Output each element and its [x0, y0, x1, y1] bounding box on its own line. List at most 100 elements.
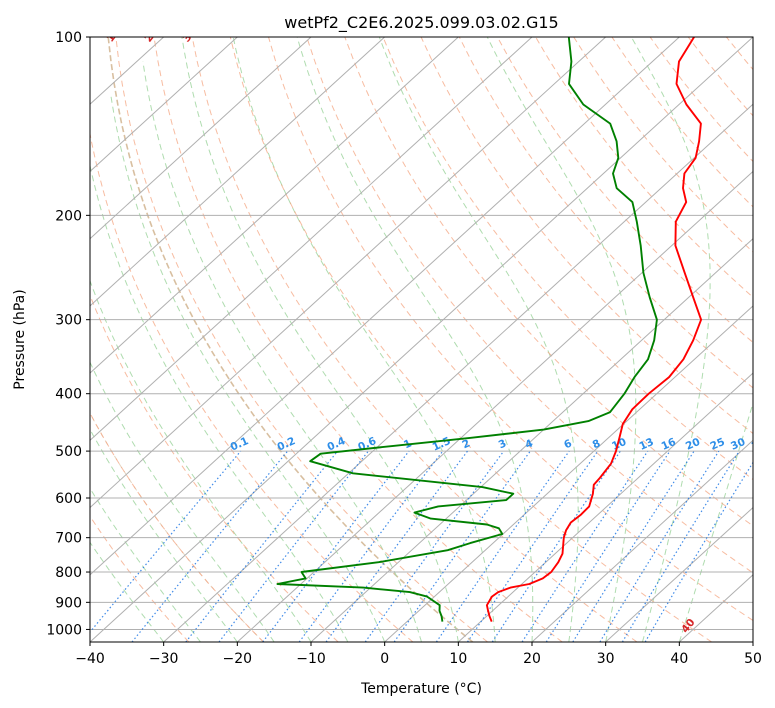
- sounding-profiles: [276, 37, 703, 622]
- moist-adiabat-line: [232, 37, 496, 642]
- mixing-ratio-label: 10: [610, 436, 628, 453]
- isotherm-line: [90, 37, 680, 576]
- x-tick-label: 50: [744, 651, 762, 667]
- mixing-ratio-label: 25: [708, 436, 726, 453]
- y-tick-label: 100: [55, 30, 82, 46]
- mixing-ratio-label: 16: [660, 436, 678, 453]
- x-tick-label: −20: [223, 651, 253, 667]
- mixing-ratio-line: [521, 450, 649, 642]
- mixing-ratio-label: 36: [750, 436, 768, 453]
- mixing-ratio-line: [185, 450, 339, 642]
- x-tick-label: 30: [597, 651, 615, 667]
- chart-title: wetPf2_C2E6.2025.099.03.02.G15: [284, 13, 558, 33]
- mixing-ratio-line: [491, 450, 621, 642]
- isotherm-line: [236, 170, 753, 642]
- moist-adiabat-line: [90, 428, 238, 642]
- mixing-ratio-label: 6: [562, 437, 574, 451]
- dry-adiabat-line: [90, 131, 414, 642]
- y-tick-label: 400: [55, 387, 82, 403]
- mixing-ratio-line: [572, 450, 695, 642]
- isotherm-line: [90, 37, 238, 173]
- x-tick-label: 20: [523, 651, 541, 667]
- mixing-ratio-label: 2: [461, 437, 473, 451]
- dewpoint-profile-line: [276, 37, 658, 622]
- dry-adiabat-label: 20: [142, 26, 160, 45]
- mixing-ratio-label: 30: [729, 436, 747, 453]
- isotherm-line: [90, 37, 533, 442]
- x-tick-label: −30: [149, 651, 179, 667]
- y-tick-label: 800: [55, 565, 82, 581]
- dry-adiabat-line: [306, 37, 753, 574]
- y-tick-label: 600: [55, 491, 82, 507]
- dry-adiabat-line: [382, 37, 753, 481]
- moist-adiabat-line: [296, 37, 534, 642]
- dry-adiabat-line: [153, 37, 563, 642]
- moist-adiabat-line: [378, 37, 579, 642]
- isotherm-line: [384, 305, 753, 642]
- mixing-ratio-line: [621, 450, 740, 642]
- isotherm-line: [90, 37, 459, 374]
- y-tick-label: 900: [55, 595, 82, 611]
- isotherm-line: [163, 103, 753, 642]
- isotherm-line: [90, 37, 607, 509]
- isotherm-line: [90, 37, 753, 642]
- mixing-ratio-line: [131, 450, 289, 642]
- plot-frame: [89, 36, 754, 643]
- mixing-ratio-line: [262, 450, 410, 642]
- isotherm-line: [531, 439, 753, 642]
- moist-adiabat-line: [486, 37, 637, 642]
- dry-adiabat-line: [90, 412, 264, 642]
- mixing-ratio-line: [90, 450, 242, 633]
- mixing-ratio-label: 3: [497, 437, 509, 451]
- mixing-ratio-line: [393, 450, 531, 642]
- y-tick-label: 200: [55, 208, 82, 224]
- y-tick-label: 700: [55, 531, 82, 547]
- mixing-ratio-line: [364, 450, 505, 642]
- dry-adiabat-line: [268, 37, 753, 622]
- dry-adiabat-line: [191, 37, 638, 642]
- x-tick-label: −40: [75, 651, 105, 667]
- mixing-ratio-line: [545, 450, 671, 642]
- dry-adiabat-line: [115, 37, 488, 642]
- temperature-profile-line: [485, 37, 703, 622]
- x-tick-label: 10: [449, 651, 467, 667]
- y-tick-label: 300: [55, 313, 82, 329]
- moist-adiabat-line: [142, 61, 422, 642]
- mixing-ratio-lines: [90, 450, 753, 642]
- y-tick-label: 1000: [46, 622, 82, 638]
- dry-adiabat-label: 30: [181, 26, 199, 45]
- y-axis-label: Pressure (hPa): [12, 289, 28, 389]
- isobar-isotherm-grid: [90, 37, 753, 642]
- x-tick-label: −10: [296, 651, 326, 667]
- isotherm-line: [90, 37, 312, 240]
- moist-adiabat-line: [630, 37, 711, 642]
- moist-adiabat-line: [110, 94, 386, 642]
- mixing-ratio-line: [298, 450, 444, 642]
- x-axis-ticks: −40 −30 −20 −10 0 10 20 30 40 50: [75, 642, 762, 667]
- x-tick-label: 40: [670, 651, 688, 667]
- dry-adiabat-label: 10: [104, 26, 122, 45]
- dry-adiabat-line: [90, 515, 190, 642]
- mixing-ratio-line: [435, 450, 570, 642]
- isotherm-line: [457, 372, 753, 642]
- mixing-ratio-label: 13: [637, 436, 655, 453]
- frame-arc-line: [107, 37, 474, 642]
- mixing-ratio-line: [466, 450, 599, 642]
- dry-adiabat-line: [496, 37, 753, 344]
- isotherm-line: [310, 237, 753, 642]
- isotherm-line: [90, 37, 386, 307]
- y-axis-ticks: 100 200 300 400 500 600 700 800 900 1000: [46, 30, 90, 638]
- isotherm-line: [605, 506, 753, 642]
- moist-adiabat-line: [181, 37, 459, 642]
- mixing-ratio-label: 20: [684, 436, 702, 453]
- y-tick-label: 500: [55, 444, 82, 460]
- plot-area: 0.10.20.40.611.52346810131620253036-100-…: [90, 26, 768, 642]
- moist-adiabat-line: [678, 401, 753, 642]
- x-axis-label: Temperature (°C): [360, 681, 482, 697]
- mixing-ratio-label: 8: [591, 437, 603, 451]
- dry-adiabat-line: [535, 37, 753, 298]
- mixing-ratio-label: 4: [523, 437, 535, 451]
- mixing-ratio-line: [325, 450, 468, 642]
- moist-adiabat-line: [90, 163, 349, 642]
